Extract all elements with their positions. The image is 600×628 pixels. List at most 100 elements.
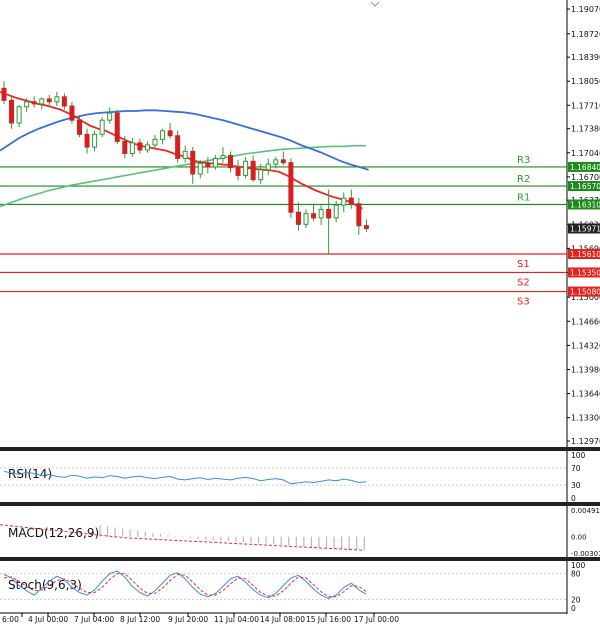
candle-body (295, 211, 301, 225)
candle-body (144, 144, 150, 151)
candle (137, 138, 143, 154)
y-tick-label: 1.17380 (571, 125, 600, 134)
candle-body (326, 208, 332, 219)
candle-body (318, 208, 324, 219)
candle (295, 202, 301, 231)
candle-body (303, 213, 309, 225)
candle-body (9, 99, 15, 124)
candle (348, 189, 354, 209)
level-price-label: 1.16310 (570, 200, 600, 209)
candle-body (258, 169, 264, 181)
candle-body (243, 160, 249, 176)
candle-body (205, 162, 211, 168)
candle (69, 101, 75, 124)
level-price-label: 1.15080 (570, 288, 600, 297)
candle (107, 107, 113, 124)
stoch-d-line (3, 573, 367, 598)
candle (46, 94, 52, 106)
candle-body (333, 204, 339, 219)
candle (228, 151, 233, 173)
candle (31, 96, 37, 108)
level-price-label: 1.15350 (570, 268, 600, 277)
candle (326, 189, 332, 255)
candle-body (137, 142, 143, 151)
candle (175, 130, 181, 163)
stoch-tick-label: 0 (571, 604, 576, 613)
candle (265, 158, 271, 176)
rsi-label: RSI(14) (8, 467, 52, 481)
y-tick-label: 1.12970 (571, 437, 600, 446)
y-tick-label: 1.16700 (571, 173, 600, 182)
candle (24, 98, 30, 112)
candle (280, 151, 286, 166)
candle (92, 130, 98, 152)
candle (235, 159, 241, 181)
candle (341, 192, 347, 213)
y-tick-label: 1.17710 (571, 101, 600, 110)
rsi-tick-label: 30 (571, 481, 581, 490)
x-tick-label: 9 Jul 20:00 (168, 615, 208, 624)
candle (182, 145, 188, 163)
candle (243, 157, 249, 179)
macd-pane: MACD(12,26,9) 0.004916 0.00 -0.003012 (0, 507, 600, 558)
candle-body (250, 160, 256, 181)
level-name-r3: R3 (517, 155, 530, 166)
candle-body (288, 162, 294, 213)
candle (39, 97, 45, 110)
candle-body (24, 101, 30, 108)
candle (167, 123, 173, 139)
y-tick-label: 1.18720 (571, 30, 600, 39)
stoch-tick-label: 20 (571, 595, 581, 604)
y-tick-label: 1.19070 (571, 5, 600, 14)
candle (122, 135, 128, 159)
level-price-box (568, 286, 600, 297)
y-tick-label: 1.13640 (571, 390, 600, 399)
candle (363, 219, 369, 233)
y-tick-label: 1.13980 (571, 365, 600, 374)
pane-separator (0, 557, 600, 561)
candle-body (265, 163, 271, 171)
rsi-tick-label: 70 (571, 464, 581, 473)
candle (318, 205, 324, 225)
candle-body (46, 98, 52, 103)
level-name-r1: R1 (517, 192, 530, 203)
level-name-r2: R2 (517, 174, 530, 185)
candle-body (280, 159, 286, 164)
x-tick-label: 17 Jul 00:00 (354, 615, 399, 624)
rsi-line (3, 470, 367, 485)
y-tick-label: 1.17040 (571, 149, 600, 158)
main-price-pane: 1.19070 1.18720 1.18390 1.18050 1.17710 1.173… (0, 5, 600, 446)
candle (311, 203, 317, 221)
candle-body (220, 155, 226, 159)
current-price-box (568, 223, 600, 234)
candle (356, 198, 362, 235)
candle-body (273, 159, 279, 165)
candle (258, 164, 264, 184)
candle (160, 128, 166, 145)
candle-body (167, 130, 173, 137)
candle (61, 93, 67, 110)
level-price-label: 1.16840 (570, 163, 600, 172)
level-price-box (568, 199, 600, 210)
candle-body (69, 105, 75, 121)
level-price-box (568, 249, 600, 260)
level-price-box (568, 181, 600, 192)
level-name-s1: S1 (517, 259, 530, 270)
stoch-k-line (3, 570, 367, 600)
candle (144, 141, 150, 153)
candle-body (107, 112, 113, 121)
y-tick-label: 1.13300 (571, 414, 600, 423)
candle (190, 147, 196, 184)
ma-blue-line (0, 109, 369, 171)
y-tick-label: 1.18390 (571, 53, 600, 62)
candle-body (114, 112, 120, 142)
candle-body (348, 197, 354, 205)
macd-label: MACD(12,26,9) (8, 526, 99, 540)
macd-tick-label: 0.00 (571, 534, 587, 542)
candle-body (197, 162, 203, 175)
level-price-label: 1.16570 (570, 182, 600, 191)
x-tick-label: 8 Jul 12:00 (120, 615, 160, 624)
current-price-label: 1.15971 (570, 224, 600, 233)
